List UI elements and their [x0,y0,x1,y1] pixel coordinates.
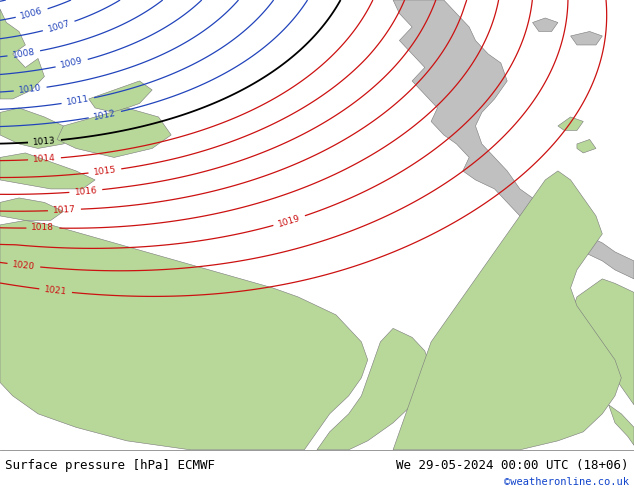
Text: 1007: 1007 [46,19,71,34]
Text: 1012: 1012 [93,108,117,122]
Polygon shape [0,198,63,220]
Polygon shape [0,220,368,450]
Text: 1008: 1008 [12,48,36,60]
Polygon shape [393,0,634,279]
Polygon shape [609,405,634,445]
Text: 1019: 1019 [277,213,302,228]
Text: 1018: 1018 [32,223,55,232]
Text: 1006: 1006 [20,6,44,21]
Text: 1010: 1010 [18,83,42,95]
Polygon shape [89,81,152,113]
Text: Surface pressure [hPa] ECMWF: Surface pressure [hPa] ECMWF [5,459,215,471]
Text: 1021: 1021 [44,285,67,296]
Text: 1016: 1016 [74,186,98,196]
Polygon shape [317,328,431,450]
Text: 1014: 1014 [33,154,56,164]
Polygon shape [558,117,583,130]
Polygon shape [533,18,558,31]
Polygon shape [0,9,44,99]
Polygon shape [0,153,95,189]
Text: 1015: 1015 [93,165,117,177]
Polygon shape [577,140,596,153]
Polygon shape [571,31,602,45]
Polygon shape [393,171,621,450]
Polygon shape [0,108,76,148]
Polygon shape [571,279,634,405]
Text: 1009: 1009 [60,56,84,71]
Text: 1020: 1020 [12,260,36,271]
Text: 1017: 1017 [53,205,76,215]
Text: 1013: 1013 [33,136,56,147]
Text: We 29-05-2024 00:00 UTC (18+06): We 29-05-2024 00:00 UTC (18+06) [396,459,629,471]
Text: ©weatheronline.co.uk: ©weatheronline.co.uk [504,477,629,487]
Text: 1011: 1011 [66,95,90,107]
Polygon shape [57,108,171,157]
